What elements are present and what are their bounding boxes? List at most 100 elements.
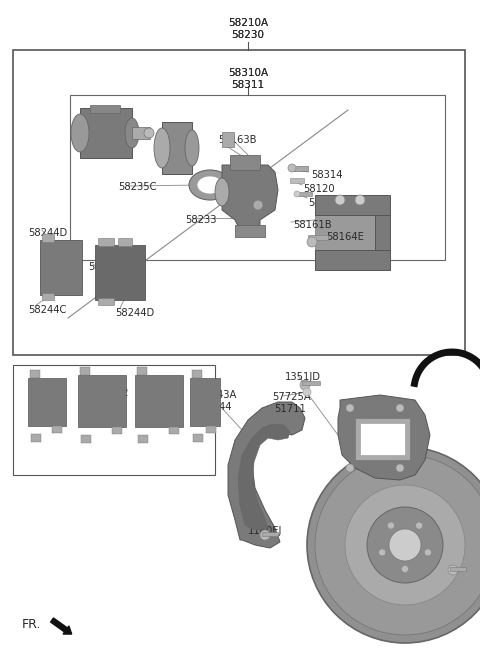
Bar bbox=[206, 426, 216, 433]
Ellipse shape bbox=[185, 130, 199, 166]
Bar bbox=[450, 567, 466, 571]
Text: 58311: 58311 bbox=[231, 80, 264, 90]
Bar bbox=[118, 238, 132, 246]
Bar bbox=[360, 423, 405, 455]
Circle shape bbox=[294, 191, 300, 197]
Bar bbox=[42, 234, 54, 242]
Circle shape bbox=[307, 237, 317, 247]
Bar bbox=[315, 195, 390, 215]
Bar bbox=[162, 122, 192, 174]
Circle shape bbox=[346, 464, 354, 472]
Text: 58244C: 58244C bbox=[28, 305, 66, 315]
Bar bbox=[80, 367, 90, 375]
Circle shape bbox=[389, 529, 421, 561]
Bar bbox=[192, 370, 202, 378]
Bar bbox=[13, 50, 465, 355]
Circle shape bbox=[355, 195, 365, 205]
Circle shape bbox=[367, 507, 443, 583]
Bar bbox=[169, 427, 179, 434]
Bar bbox=[230, 155, 260, 170]
Bar bbox=[98, 298, 114, 305]
Circle shape bbox=[144, 128, 154, 138]
Text: 58232: 58232 bbox=[158, 153, 190, 163]
Circle shape bbox=[346, 404, 354, 412]
Bar bbox=[190, 378, 220, 426]
Text: 58244C: 58244C bbox=[88, 262, 126, 272]
Text: 58120: 58120 bbox=[303, 184, 335, 194]
Ellipse shape bbox=[154, 128, 170, 168]
Text: 51711: 51711 bbox=[274, 404, 306, 414]
Circle shape bbox=[401, 566, 408, 572]
Text: 1220FS: 1220FS bbox=[415, 568, 452, 578]
Bar bbox=[80, 108, 132, 158]
Text: 58244: 58244 bbox=[200, 402, 231, 412]
Bar bbox=[28, 378, 66, 426]
Circle shape bbox=[396, 404, 404, 412]
Ellipse shape bbox=[215, 178, 229, 206]
Bar bbox=[112, 427, 122, 434]
Bar bbox=[193, 434, 203, 442]
Bar bbox=[31, 434, 41, 442]
Bar bbox=[222, 132, 234, 147]
Circle shape bbox=[303, 388, 311, 396]
Bar bbox=[98, 238, 114, 246]
Bar bbox=[95, 245, 145, 300]
Circle shape bbox=[448, 565, 458, 575]
Circle shape bbox=[335, 195, 345, 205]
Bar bbox=[132, 127, 150, 139]
Bar bbox=[40, 240, 82, 295]
Bar bbox=[302, 381, 320, 385]
Bar bbox=[90, 105, 120, 113]
Bar bbox=[30, 370, 40, 378]
Bar bbox=[70, 95, 445, 260]
Text: 58310A: 58310A bbox=[228, 68, 268, 78]
Text: 58244D: 58244D bbox=[115, 308, 154, 318]
Text: 58125: 58125 bbox=[308, 198, 340, 208]
Text: 58230: 58230 bbox=[231, 30, 264, 40]
Text: 1351JD: 1351JD bbox=[285, 372, 321, 382]
Polygon shape bbox=[228, 402, 305, 548]
Bar bbox=[52, 426, 62, 433]
Text: FR.: FR. bbox=[22, 618, 41, 631]
Bar bbox=[81, 435, 91, 443]
Bar bbox=[375, 215, 390, 250]
Circle shape bbox=[307, 447, 480, 643]
Circle shape bbox=[315, 455, 480, 635]
Polygon shape bbox=[222, 165, 278, 230]
Bar bbox=[315, 250, 390, 270]
Bar bbox=[42, 293, 54, 300]
Text: 58163B: 58163B bbox=[218, 135, 256, 145]
Text: 58310A: 58310A bbox=[228, 68, 268, 78]
Bar bbox=[138, 435, 148, 443]
Circle shape bbox=[288, 164, 296, 172]
Polygon shape bbox=[338, 395, 430, 480]
Text: 58235C: 58235C bbox=[118, 182, 156, 192]
Ellipse shape bbox=[189, 170, 231, 200]
Text: 58314: 58314 bbox=[311, 170, 343, 180]
Bar bbox=[290, 166, 308, 171]
Ellipse shape bbox=[71, 114, 89, 152]
Text: 58230: 58230 bbox=[231, 30, 264, 40]
Text: 58311: 58311 bbox=[231, 80, 264, 90]
Text: 1140EJ: 1140EJ bbox=[248, 526, 282, 536]
Text: 58161B: 58161B bbox=[293, 220, 332, 230]
Bar bbox=[262, 532, 278, 536]
Bar bbox=[78, 375, 126, 427]
Text: 58411D: 58411D bbox=[348, 444, 387, 454]
Bar bbox=[315, 215, 375, 250]
Ellipse shape bbox=[125, 118, 139, 148]
Text: 58210A: 58210A bbox=[228, 18, 268, 28]
Text: 58210A: 58210A bbox=[228, 18, 268, 28]
Ellipse shape bbox=[253, 200, 263, 210]
Text: 57725A: 57725A bbox=[272, 392, 311, 402]
Circle shape bbox=[424, 549, 432, 556]
Circle shape bbox=[300, 380, 310, 390]
Ellipse shape bbox=[197, 176, 223, 194]
Bar bbox=[355, 418, 410, 460]
Polygon shape bbox=[238, 424, 290, 530]
Text: 58243A: 58243A bbox=[198, 390, 236, 400]
Circle shape bbox=[396, 464, 404, 472]
Text: 58164E: 58164E bbox=[326, 232, 364, 242]
Bar bbox=[296, 192, 312, 196]
Bar bbox=[135, 375, 183, 427]
